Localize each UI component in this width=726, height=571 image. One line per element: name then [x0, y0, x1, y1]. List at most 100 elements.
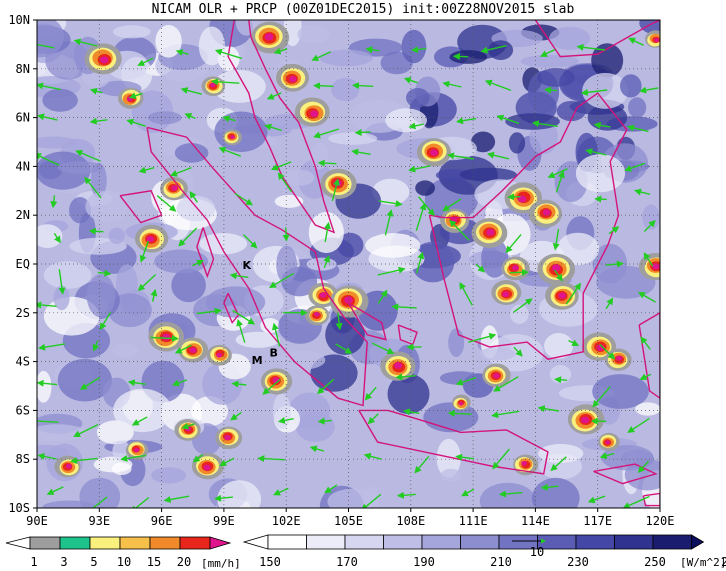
- wind-vector: [137, 57, 154, 66]
- precip-cell: [320, 168, 357, 199]
- coastline: [593, 463, 658, 485]
- olr-cell: [620, 74, 642, 98]
- olr-cell: [401, 29, 427, 64]
- wind-vector: [282, 227, 290, 242]
- lon-tick-label: 117E: [583, 514, 612, 528]
- station-label: B: [270, 347, 278, 360]
- wind-vector: [354, 128, 371, 136]
- precip-cell: [416, 138, 451, 167]
- precip-cell: [380, 351, 416, 381]
- coastline: [428, 92, 628, 360]
- wind-vector: [219, 457, 235, 467]
- wind-vector: [313, 128, 340, 139]
- wind-vector: [452, 52, 468, 60]
- coastline: [223, 293, 240, 324]
- wind-vector: [88, 227, 104, 235]
- wind-vector: [150, 334, 179, 342]
- wind-vector: [493, 376, 519, 392]
- olr-cell: [43, 261, 92, 289]
- olr-cell: [449, 50, 488, 64]
- coastline: [638, 311, 660, 400]
- precip-cell: [513, 454, 539, 476]
- precip-cell: [545, 281, 579, 310]
- precip-cell: [305, 305, 330, 326]
- olr-cell: [549, 26, 591, 50]
- coastline: [642, 492, 660, 507]
- lon-tick-label: 96E: [151, 514, 173, 528]
- lat-tick-label: 8S: [16, 452, 30, 466]
- wind-vector: [37, 153, 60, 166]
- olr-cell: [423, 402, 479, 433]
- olr-colorbar-swatch: [421, 534, 461, 550]
- olr-field: [37, 20, 660, 508]
- wind-vector: [271, 322, 281, 347]
- wind-vector: [576, 43, 606, 51]
- olr-cell: [440, 468, 462, 483]
- wind-vector: [384, 209, 394, 236]
- precip-colorbar-swatch: [59, 536, 91, 550]
- wind-vector: [415, 202, 427, 232]
- wind-vector: [268, 272, 295, 289]
- wind-vector: [311, 51, 332, 61]
- wind-vector: [640, 336, 651, 350]
- olr-colorbar-tick: 190: [413, 555, 435, 569]
- lat-tick-labels: 10N 8N 6N 4N 2N EQ 2S 4S 6S 8S 10S: [8, 13, 37, 515]
- wind-vector: [214, 48, 243, 60]
- precip-colorbar-tick: 20: [177, 555, 191, 569]
- olr-colorbar-tick: 210: [490, 555, 512, 569]
- olr-cell: [510, 304, 529, 324]
- precip-cell: [294, 97, 330, 127]
- olr-cell: [520, 54, 579, 68]
- wind-vector: [587, 495, 606, 504]
- wind-vector: [37, 453, 57, 460]
- wind-vector: [593, 121, 611, 129]
- olr-cell: [406, 88, 430, 108]
- wind-vector: [171, 379, 188, 387]
- wind-vector: [626, 124, 649, 133]
- wind-vector: [99, 312, 112, 331]
- wind-vector: [273, 487, 289, 496]
- olr-cell: [155, 25, 182, 58]
- wind-vector: [277, 416, 294, 424]
- wind-vector: [377, 289, 388, 304]
- olr-cell: [235, 20, 258, 36]
- olr-cell: [79, 477, 121, 508]
- olr-cell: [297, 24, 331, 44]
- wind-vector: [309, 445, 325, 453]
- wind-vector: [257, 455, 285, 463]
- wind-vector: [192, 454, 204, 463]
- lat-tick-label: 2S: [16, 306, 30, 320]
- wind-vector: [317, 159, 337, 167]
- lon-tick-label: 108E: [396, 514, 425, 528]
- lon-tick-label: 111E: [459, 514, 488, 528]
- station-label: M: [252, 354, 263, 367]
- olr-cell: [385, 108, 427, 133]
- olr-cell: [42, 88, 78, 112]
- olr-cell: [471, 131, 496, 153]
- olr-cell: [328, 132, 378, 145]
- wind-vector: [137, 274, 157, 292]
- wind-vector: [365, 46, 380, 54]
- wind-vector: [38, 343, 66, 351]
- olr-cell: [108, 227, 125, 244]
- olr-cell: [212, 69, 266, 103]
- olr-colorbar-swatch: [614, 534, 654, 550]
- olr-unit: [W/m^2]: [680, 556, 726, 569]
- precip-cell: [215, 426, 243, 450]
- olr-colorbar-swatch: [575, 534, 615, 550]
- wind-vector: [92, 340, 100, 352]
- olr-colorbar-ticks: 150170190210230250270290: [259, 555, 726, 569]
- wind-vector: [447, 409, 472, 417]
- precip-colorbar-swatch: [89, 536, 121, 550]
- wind-vector: [585, 148, 607, 156]
- olr-cell: [147, 111, 182, 125]
- wind-vector: [411, 46, 427, 54]
- precip-colorbar-tick: 5: [90, 555, 97, 569]
- wind-vector: [459, 281, 473, 306]
- wind-vector: [367, 413, 379, 425]
- precip-colorbar-tick: 10: [117, 555, 131, 569]
- wind-vector: [550, 456, 567, 472]
- wind-vector: [138, 166, 155, 174]
- precip-cell: [275, 63, 310, 92]
- lat-tick-label: 10N: [8, 13, 30, 27]
